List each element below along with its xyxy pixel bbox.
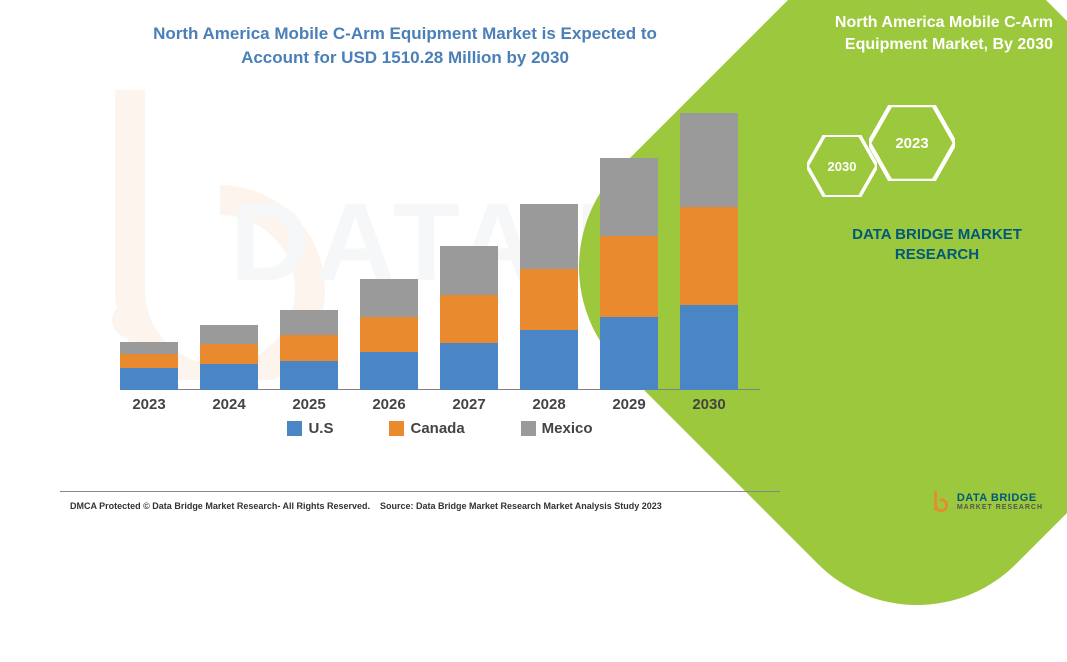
bar-segment [120,368,178,390]
legend-swatch [287,421,302,436]
x-axis-label: 2030 [680,396,738,413]
bar-group [440,246,498,390]
logo-text: DATA BRIDGE MARKET RESEARCH [957,493,1043,512]
right-panel-title: North America Mobile C-Arm Equipment Mar… [787,0,1067,55]
x-axis-labels: 2023 2024 2025 2026 2027 2028 2029 2030 [120,396,760,416]
bar-segment [520,330,578,390]
chart-wrap: 20232024202520262027202820292030 U.SCana… [120,100,760,430]
x-axis-label: 2029 [600,396,658,413]
bar-segment [360,352,418,390]
bar-segment [600,158,658,236]
bar-group [520,204,578,390]
logo-icon [929,491,951,513]
bar-segment [200,364,258,390]
logo-line2: MARKET RESEARCH [957,504,1043,511]
bar-group [360,279,418,390]
logo: DATA BRIDGE MARKET RESEARCH [929,491,1043,513]
hex-label: 2030 [828,159,857,174]
bar-segment [680,113,738,207]
hex-label: 2023 [895,135,928,152]
bar-segment [120,354,178,368]
x-axis-label: 2024 [200,396,258,413]
legend-label: Mexico [542,420,593,437]
hex-badge-2030: 2030 [807,135,877,197]
bar-group [600,158,658,390]
bar-group [280,310,338,390]
legend-item: Canada [389,420,464,437]
x-axis-label: 2023 [120,396,178,413]
legend-item: Mexico [521,420,593,437]
plot-area [120,100,760,390]
bar-group [200,325,258,390]
footer: DMCA Protected © Data Bridge Market Rese… [0,491,1067,533]
legend: U.S Canada Mexico [120,420,760,440]
bar-segment [120,342,178,354]
bar-segment [600,236,658,316]
bar-segment [280,310,338,336]
footer-source: Source: Data Bridge Market Research Mark… [380,501,662,511]
right-panel: North America Mobile C-Arm Equipment Mar… [787,0,1067,533]
hex-badge-2023: 2023 [869,105,955,181]
bar-segment [440,246,498,295]
hex-badges: 2030 2023 [807,105,987,225]
bar-segment [360,279,418,317]
bar-segment [360,317,418,353]
bar-segment [680,305,738,390]
legend-swatch [389,421,404,436]
bar-segment [440,295,498,343]
chart-panel: North America Mobile C-Arm Equipment Mar… [0,0,810,533]
bar-segment [440,343,498,390]
legend-label: Canada [410,420,464,437]
logo-line1: DATA BRIDGE [957,493,1043,505]
legend-label: U.S [308,420,333,437]
chart-title: North America Mobile C-Arm Equipment Mar… [0,0,810,70]
x-axis-label: 2028 [520,396,578,413]
legend-item: U.S [287,420,333,437]
x-axis-label: 2026 [360,396,418,413]
x-axis-label: 2027 [440,396,498,413]
bar-segment [280,361,338,390]
bar-segment [680,207,738,305]
brand-text: DATA BRIDGE MARKET RESEARCH [837,225,1037,266]
bar-segment [520,269,578,330]
bar-group [120,342,178,390]
bar-group [680,113,738,390]
legend-swatch [521,421,536,436]
footer-divider [60,491,780,492]
bar-segment [200,325,258,344]
bar-segment [200,344,258,364]
bar-segment [600,317,658,390]
footer-copyright: DMCA Protected © Data Bridge Market Rese… [70,501,370,511]
bar-segment [520,204,578,269]
bar-segment [280,335,338,361]
x-axis-label: 2025 [280,396,338,413]
